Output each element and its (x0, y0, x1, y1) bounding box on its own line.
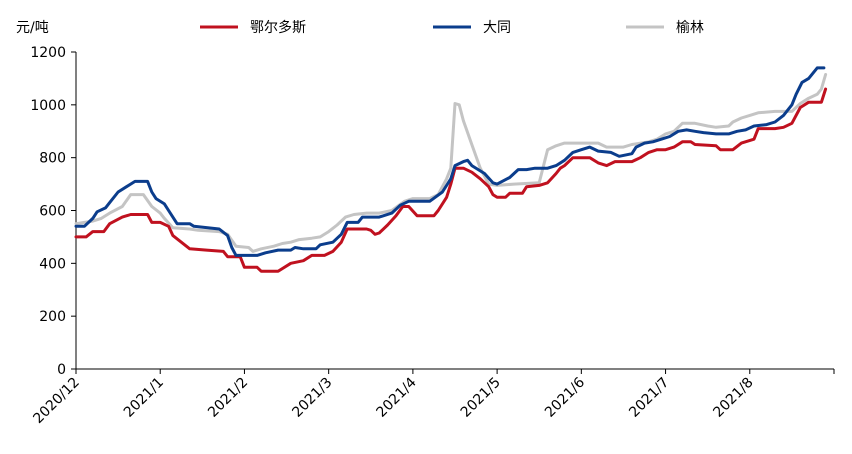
y-tick-label: 400 (39, 256, 66, 272)
x-tick-label: 2021/5 (458, 375, 504, 421)
legend-label: 大同 (483, 20, 511, 36)
x-tick-label: 2021/7 (626, 375, 672, 421)
x-tick-label: 2021/3 (289, 375, 335, 421)
x-tick-label: 2021/6 (542, 374, 588, 420)
x-tick-label: 2021/8 (710, 375, 756, 421)
y-axis-ticks: 0 200 400 600 800 1000 1200 (30, 45, 76, 378)
y-tick-label: 600 (39, 204, 66, 220)
x-tick-label: 2021/2 (205, 375, 251, 421)
legend-label: 鄂尔多斯 (250, 19, 306, 36)
x-tick-label: 2021/1 (121, 375, 167, 421)
y-tick-label: 0 (57, 362, 66, 378)
y-tick-label: 200 (39, 309, 66, 325)
series-line-2 (74, 66, 826, 257)
series-lines (74, 66, 828, 273)
legend: 鄂尔多斯 大同 榆林 (200, 19, 704, 36)
x-tick-label: 2020/12 (30, 375, 82, 427)
x-axis-ticks: 2020/12 2021/1 2021/2 2021/3 2021/4 2021/5 202… (30, 369, 835, 427)
y-tick-label: 1000 (30, 98, 66, 114)
legend-label: 榆林 (676, 20, 704, 36)
y-axis-unit-label: 元/吨 (16, 20, 49, 36)
y-tick-label: 800 (39, 151, 66, 167)
y-tick-label: 1200 (30, 45, 66, 61)
x-tick-label: 2021/4 (374, 374, 420, 420)
series-line-3 (74, 73, 828, 253)
